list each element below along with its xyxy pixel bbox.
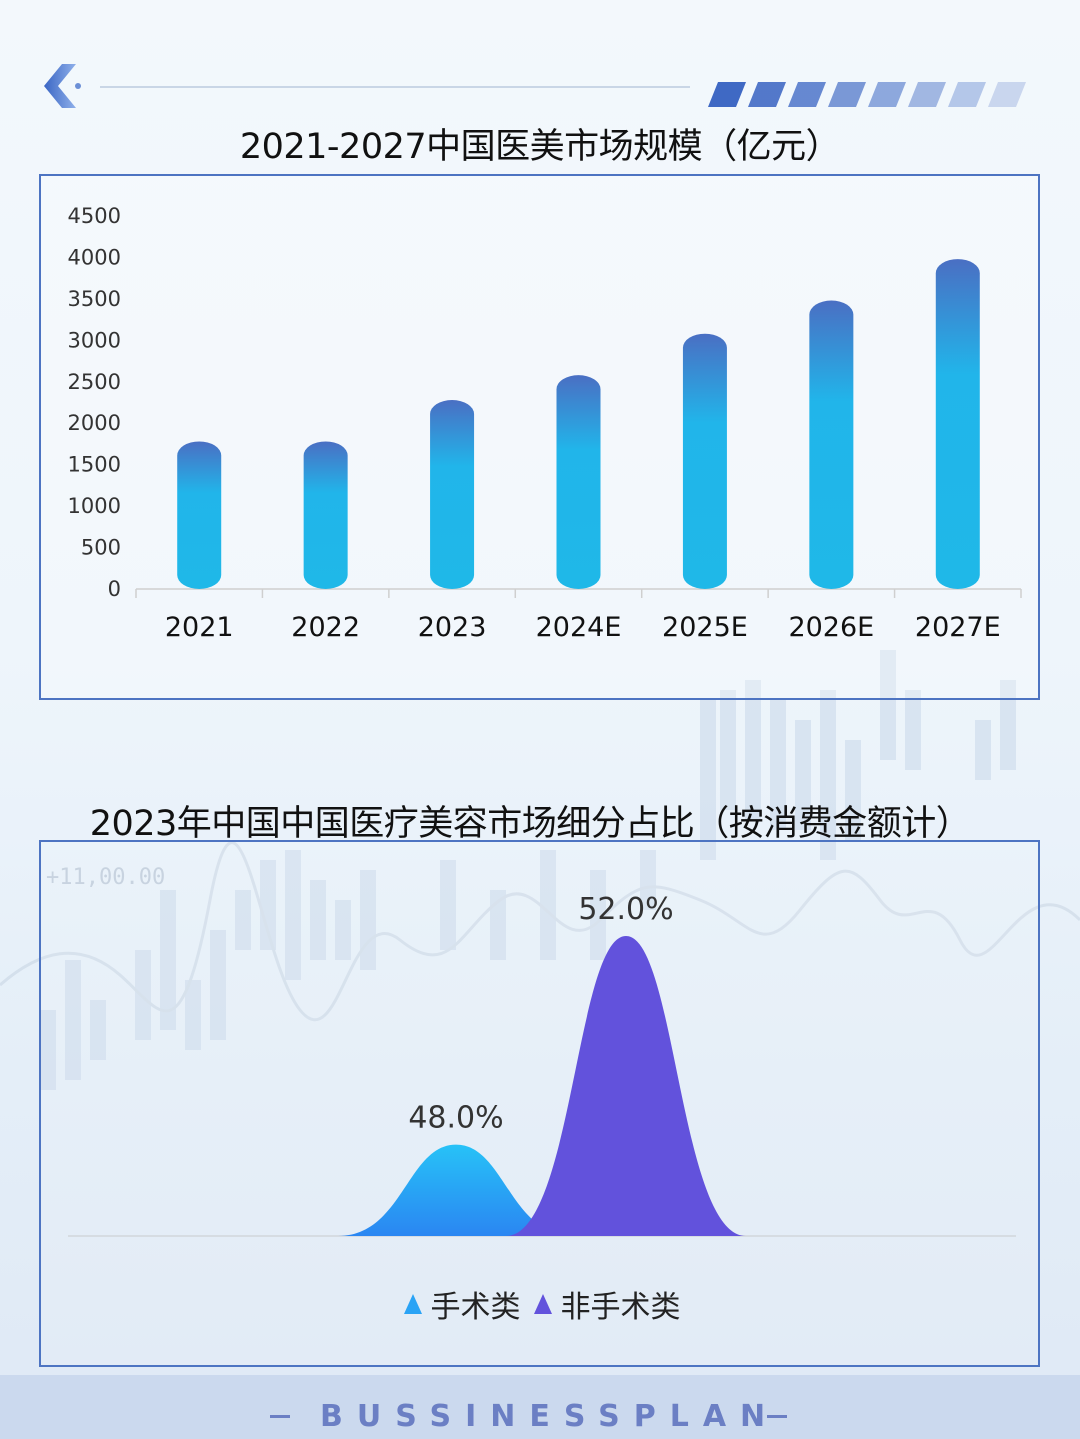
bar-2024E: [556, 375, 601, 589]
back-arrow-icon[interactable]: [40, 60, 90, 112]
bar-chart: 0 500 1000 1500 2000 2500 3000 3500 4000 4500 2021…: [68, 204, 1022, 643]
bar-2025E: [682, 333, 727, 589]
x-tick-label: 2025E: [662, 612, 748, 643]
footer-brand-text: BUSSINESSPLAN: [320, 1399, 780, 1434]
deco-candle: [905, 690, 921, 770]
y-tick-label: 1000: [68, 494, 121, 518]
stripe-mark: [788, 82, 826, 107]
triangle-icon: [403, 1294, 422, 1314]
bar-2026E: [809, 300, 854, 589]
area-peak-nonsurgical: [506, 936, 746, 1236]
x-tick-label: 2027E: [915, 612, 1001, 643]
legend-item-surgical: 手术类: [403, 1282, 521, 1326]
stripe-mark: [708, 82, 746, 107]
footer-dash-right: [767, 1415, 787, 1418]
x-tick-label: 2021: [165, 612, 234, 643]
data-label: 52.0%: [578, 892, 673, 927]
y-tick-label: 4500: [68, 204, 121, 228]
bar-2023: [430, 400, 475, 589]
area-peak-surgical: [338, 1144, 574, 1236]
area-chart-panel: 48.0% 52.0% 手术类 非手术类: [39, 840, 1040, 1367]
y-tick-label: 2000: [68, 411, 121, 435]
legend-item-nonsurgical: 非手术类: [533, 1282, 681, 1326]
footer-bar: BUSSINESSPLAN: [0, 1375, 1080, 1439]
bar-2027E: [935, 259, 980, 589]
area-chart-legend: 手术类 非手术类: [41, 1282, 1042, 1326]
footer-dash-left: [270, 1415, 290, 1418]
y-tick-label: 3000: [68, 328, 121, 352]
legend-label-surgical: 手术类: [430, 1290, 521, 1325]
data-label: 48.0%: [408, 1101, 503, 1136]
y-tick-label: 4000: [68, 245, 121, 269]
deco-candle: [720, 690, 736, 810]
x-tick-label: 2022: [291, 612, 360, 643]
stripe-mark: [828, 82, 866, 107]
y-tick-label: 2500: [68, 370, 121, 394]
area-chart-title: 2023年中国中国医疗美容市场细分占比（按消费金额计）: [89, 804, 971, 844]
deco-candle: [975, 720, 991, 780]
y-tick-label: 1500: [68, 453, 121, 477]
x-tick-label: 2023: [418, 612, 487, 643]
header-stripes-decoration: [708, 82, 1026, 107]
stripe-mark: [948, 82, 986, 107]
bar-2022: [303, 441, 348, 589]
stripe-mark: [988, 82, 1026, 107]
stripe-mark: [868, 82, 906, 107]
stripe-mark: [748, 82, 786, 107]
y-tick-label: 3500: [68, 287, 121, 311]
y-tick-label: 0: [108, 577, 121, 601]
x-tick-label: 2026E: [788, 612, 874, 643]
legend-label-nonsurgical: 非手术类: [560, 1290, 681, 1325]
y-tick-label: 500: [81, 536, 121, 560]
area-chart: 48.0% 52.0%: [68, 892, 1016, 1237]
bar-chart-panel: 0 500 1000 1500 2000 2500 3000 3500 4000 4500 2021…: [39, 174, 1040, 700]
triangle-icon: [533, 1294, 552, 1314]
stripe-mark: [908, 82, 946, 107]
bar-chart-title: 2021-2027中国医美市场规模（亿元）: [239, 127, 841, 167]
bar-2021: [177, 441, 222, 589]
x-tick-label: 2024E: [536, 612, 622, 643]
header-divider: [100, 86, 690, 88]
